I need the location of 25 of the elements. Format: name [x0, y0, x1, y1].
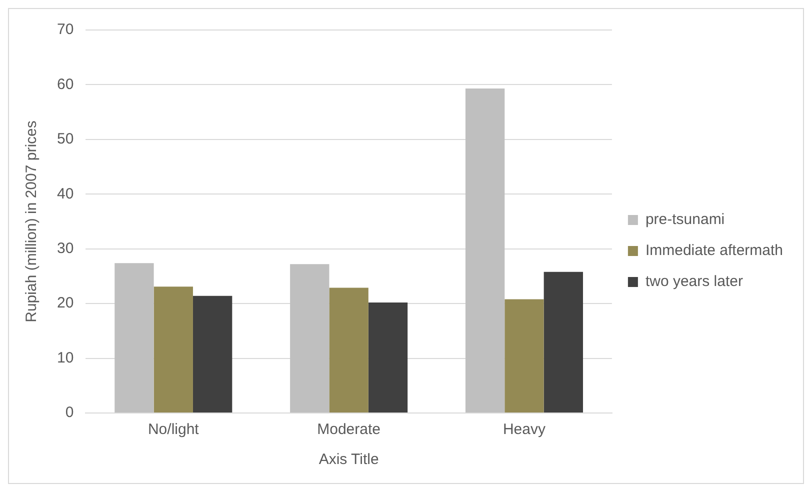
x-tick-label: Moderate: [317, 421, 380, 438]
bar: [329, 288, 368, 412]
legend-label: Immediate aftermath: [645, 242, 784, 260]
legend-label: pre-tsunami: [645, 211, 725, 228]
legend-label: two years later: [645, 273, 743, 290]
x-tick-label: No/light: [148, 421, 200, 438]
y-tick-label: 60: [56, 76, 74, 93]
bar: [114, 263, 154, 412]
y-axis-title: Rupiah (million) in 2007 prices: [23, 120, 40, 322]
bar: [290, 264, 330, 412]
y-tick-label: 70: [56, 21, 74, 38]
x-axis-title: Axis Title: [318, 451, 379, 468]
bar: [154, 286, 193, 412]
y-tick-label: 0: [65, 404, 74, 422]
bar: [368, 302, 408, 412]
bar: [465, 88, 505, 412]
y-tick-label: 20: [56, 294, 74, 312]
y-tick-label: 30: [56, 240, 74, 257]
bar: [504, 299, 544, 412]
bar: [192, 296, 232, 412]
x-tick-label: Heavy: [502, 421, 546, 438]
y-tick-label: 10: [56, 349, 74, 366]
y-tick-label: 50: [56, 130, 74, 148]
bar: [544, 272, 583, 412]
y-tick-label: 40: [56, 185, 74, 202]
